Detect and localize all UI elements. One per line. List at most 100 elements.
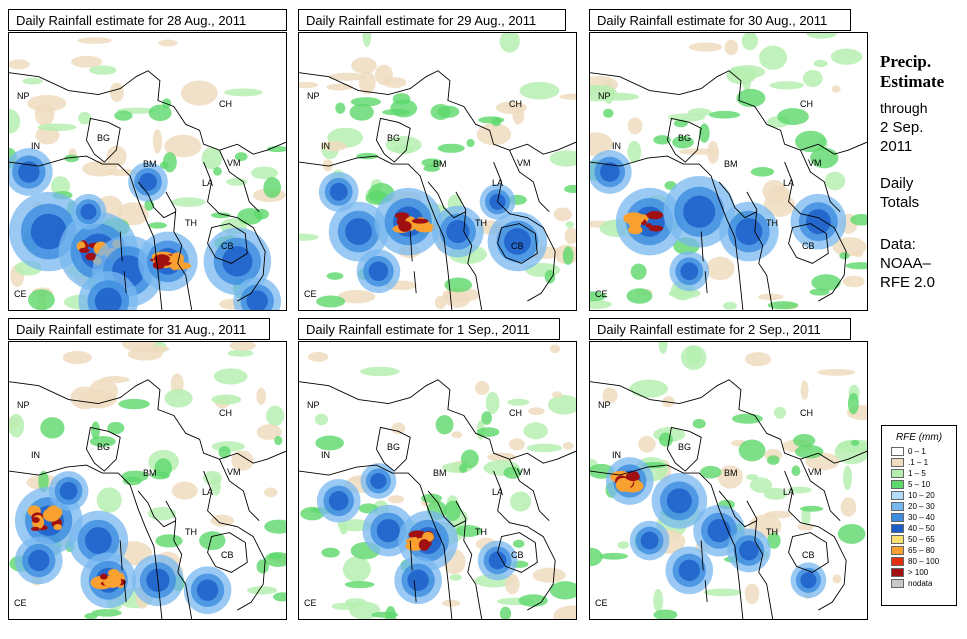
moderate-rain-patch <box>699 123 710 143</box>
light-rain-patch <box>658 342 668 354</box>
moderate-rain-patch <box>791 465 801 477</box>
light-rain-patch <box>800 380 809 400</box>
coastline-border <box>299 155 453 310</box>
light-rain-patch <box>617 541 630 549</box>
light-rain-patch <box>106 145 127 168</box>
legend-label: 1 – 5 <box>908 469 926 478</box>
moderate-rain-patch <box>40 417 65 439</box>
rfe-legend: RFE (mm) 0 – 1 .1 – 1 1 – 5 5 – 10 10 – 20 20… <box>881 425 957 606</box>
moderate-rain-patch <box>430 103 451 120</box>
moderate-rain-patch <box>344 580 375 589</box>
country-label-bm: BM <box>143 468 157 478</box>
light-rain-patch <box>830 48 863 65</box>
country-label-bm: BM <box>143 159 157 169</box>
light-rain-patch <box>342 556 371 583</box>
light-rain-patch <box>299 233 319 241</box>
country-label-th: TH <box>766 218 778 228</box>
rain-cluster-core <box>246 290 268 310</box>
light-rain-patch <box>769 81 804 90</box>
source-line: RFE 2.0 <box>880 274 936 291</box>
map-canvas <box>590 342 867 619</box>
light-rain-patch <box>764 510 793 519</box>
lake-outline <box>207 223 248 264</box>
country-label-np: NP <box>598 91 611 101</box>
country-label-bg: BG <box>387 442 401 452</box>
country-label-bg: BG <box>97 442 111 452</box>
moderate-rain-patch <box>321 547 340 558</box>
moderate-rain-patch <box>264 519 286 534</box>
heading-line: Precip. <box>880 52 932 71</box>
moderate-rain-patch <box>750 167 775 177</box>
legend-swatch <box>891 469 904 478</box>
country-label-ch: CH <box>509 99 522 109</box>
moderate-rain-patch <box>766 455 780 466</box>
moderate-rain-patch <box>316 295 346 308</box>
legend-item: nodata <box>882 578 956 589</box>
rain-cluster-core <box>640 531 659 550</box>
light-rain-patch <box>89 65 117 75</box>
moderate-rain-patch <box>114 110 133 121</box>
map-canvas <box>299 344 576 619</box>
moderate-rain-patch <box>148 222 167 229</box>
moderate-rain-patch <box>708 110 741 119</box>
light-rain-patch <box>213 368 248 385</box>
light-rain-patch <box>109 82 124 103</box>
light-rain-patch <box>229 342 256 351</box>
legend-item: .1 – 1 <box>882 457 956 468</box>
rain-cluster-core <box>683 195 716 228</box>
rain-cluster-core <box>504 228 531 255</box>
light-rain-patch <box>678 148 719 155</box>
moderate-rain-patch <box>435 415 454 435</box>
rainfall-map: NP CH IN BG BM VM LA TH CB CE <box>589 32 868 311</box>
light-rain-patch <box>638 435 656 453</box>
moderate-rain-patch <box>89 436 116 447</box>
moderate-rain-patch <box>809 288 830 296</box>
rain-cluster-core <box>680 262 699 281</box>
light-rain-patch <box>688 42 723 52</box>
legend-item: 30 – 40 <box>882 512 956 523</box>
light-rain-patch <box>741 33 758 51</box>
panel-title: Daily Rainfall estimate for 28 Aug., 201… <box>8 9 287 31</box>
light-rain-patch <box>773 406 787 419</box>
light-rain-patch <box>717 465 743 489</box>
coastline-border <box>427 181 466 219</box>
light-rain-patch <box>78 111 92 125</box>
country-label-cb: CB <box>802 241 815 251</box>
moderate-rain-patch <box>549 581 576 600</box>
country-border <box>375 426 411 472</box>
moderate-rain-patch <box>847 392 859 415</box>
moderate-rain-patch <box>107 421 125 435</box>
light-rain-patch <box>519 81 560 100</box>
daily-line: Totals <box>880 194 920 211</box>
light-rain-patch <box>703 588 742 597</box>
light-rain-patch <box>117 202 149 226</box>
moderate-rain-patch <box>91 421 101 440</box>
country-label-in: IN <box>31 141 40 151</box>
map-canvas <box>590 33 867 310</box>
rain-cluster-core <box>678 559 701 582</box>
country-label-np: NP <box>307 400 320 410</box>
light-rain-patch <box>251 166 279 180</box>
light-rain-patch <box>629 379 669 398</box>
country-label-la: LA <box>202 487 214 497</box>
legend-label: 0 – 1 <box>908 447 926 456</box>
light-rain-patch <box>548 395 576 415</box>
moderate-rain-patch <box>481 411 493 425</box>
country-label-np: NP <box>598 400 611 410</box>
country-label-la: LA <box>492 487 504 497</box>
light-rain-patch <box>227 349 254 357</box>
light-rain-patch <box>680 345 707 371</box>
country-label-th: TH <box>766 527 778 537</box>
heavy-rain-cell <box>103 575 122 588</box>
moderate-rain-patch <box>266 145 286 153</box>
legend-title: RFE (mm) <box>895 432 943 443</box>
moderate-rain-patch <box>218 446 231 459</box>
light-rain-patch <box>549 344 561 354</box>
country-label-in: IN <box>321 141 330 151</box>
moderate-rain-patch <box>210 212 231 219</box>
light-rain-patch <box>627 117 643 135</box>
country-label-bm: BM <box>724 159 738 169</box>
coastline-border <box>784 161 847 302</box>
moderate-rain-patch <box>234 152 248 162</box>
moderate-rain-patch <box>795 130 827 153</box>
